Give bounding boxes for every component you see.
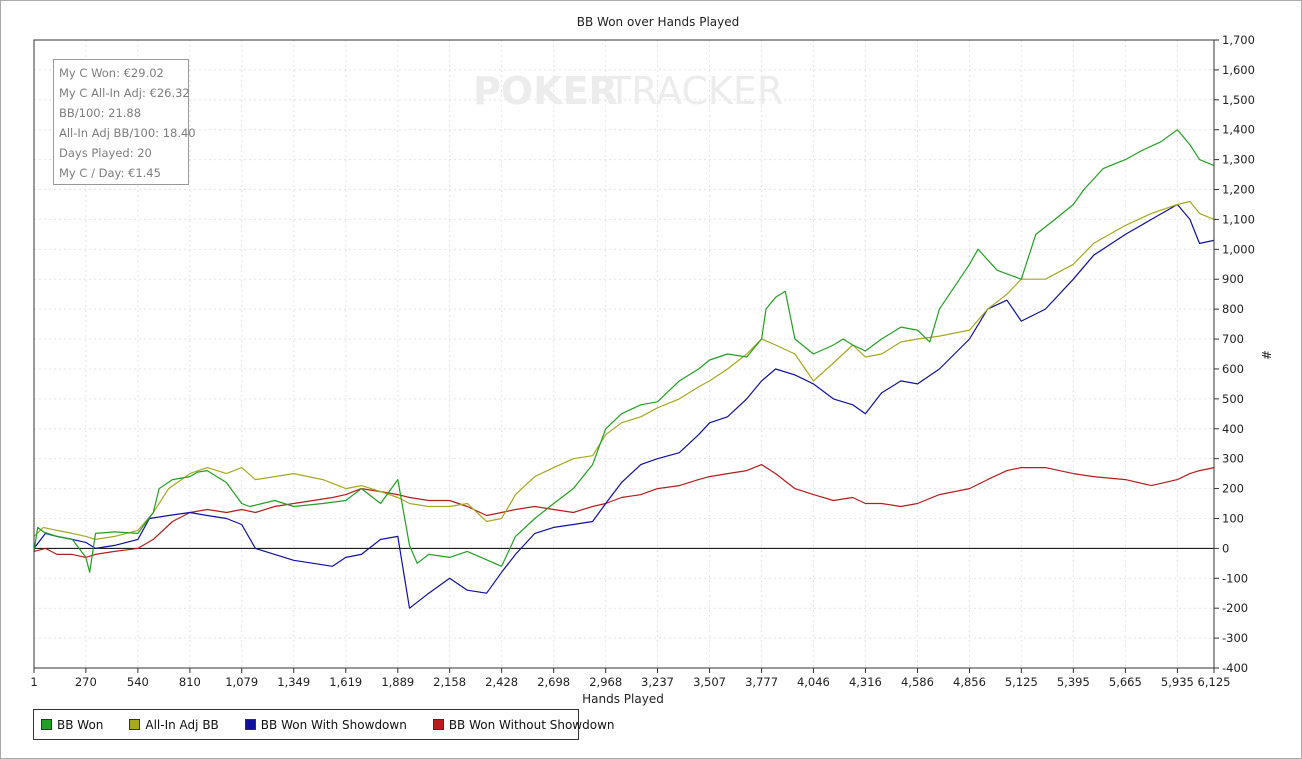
x-tick-label: 2,968 [589,675,622,689]
y-tick-label: 1,200 [1222,183,1255,197]
x-tick-label: 1,889 [381,675,414,689]
x-tick-label: 1,349 [277,675,310,689]
y-tick-label: 100 [1222,511,1244,525]
y-tick-label: 1,000 [1222,242,1255,256]
legend: BB Won All-In Adj BB BB Won With Showdown B… [33,709,615,740]
legend-swatch [244,719,256,730]
x-tick-label: 3,237 [641,675,674,689]
x-tick-label: 6,125 [1198,675,1231,689]
x-tick-label: 2,158 [433,675,466,689]
x-axis-label: Hands Played [582,692,664,706]
stat-bb100: BB/100: 21.88 [59,106,142,120]
legend-item[interactable]: BB Won With Showdown [244,717,407,732]
y-axis: -400 -300 -200 -100 0 100 200 300 400 500 600 700 80… [1214,33,1255,675]
y-tick-label: 1,700 [1222,33,1255,47]
watermark-left: POKER [473,69,618,113]
legend-item[interactable]: BB Won [41,718,103,732]
watermark-right: TRACKER [607,69,783,113]
x-tick-label: 4,316 [849,675,882,689]
y-tick-label: 1,300 [1222,153,1255,167]
y-tick-label: 1,100 [1222,212,1255,226]
stat-allin-bb100: All-In Adj BB/100: 18.40 [59,126,196,140]
x-tick-label: 2,698 [537,675,570,689]
x-tick-label: 3,777 [745,675,778,689]
x-tick-label: 810 [179,675,201,689]
y-tick-label: -200 [1222,601,1248,615]
y-tick-label: 700 [1222,332,1244,346]
legend-swatch [41,719,52,730]
y-tick-label: 1,500 [1222,93,1255,107]
stat-allin-adj: My C All-In Adj: €26.32 [59,86,190,100]
y-axis-label: # [1259,350,1273,360]
x-tick-label: 540 [127,675,149,689]
x-tick-label: 1 [30,675,37,689]
series-line-bb-won [33,129,1215,573]
x-tick-label: 3,507 [693,675,726,689]
y-tick-label: 0 [1222,541,1229,555]
x-tick-label: 2,428 [485,675,518,689]
stat-per-day: My C / Day: €1.45 [59,166,161,180]
plot-area [33,39,1215,669]
legend-swatch [129,719,141,730]
y-tick-label: -400 [1222,661,1248,675]
y-tick-label: 200 [1222,482,1244,496]
series-line-bb-won-with-showdown [33,203,1215,609]
x-tick-label: 5,935 [1161,675,1194,689]
y-tick-label: 400 [1222,422,1244,436]
plot-border [33,39,1215,669]
y-tick-label: 600 [1222,362,1244,376]
series-line-bb-won-without-showdown [33,464,1215,559]
legend-item[interactable]: All-In Adj BB [129,717,219,732]
legend-label: All-In Adj BB [145,717,219,732]
legend-item[interactable]: BB Won Without Showdown [432,717,615,732]
series-lines [33,129,1215,609]
stat-days-played: Days Played: 20 [59,146,152,160]
y-tick-label: 500 [1222,392,1244,406]
grid [33,39,1215,669]
pokertracker-watermark: POKER TRACKER [473,69,783,113]
x-tick-label: 4,856 [953,675,986,689]
legend-label: BB Won Without Showdown [448,717,615,732]
y-tick-label: 1,400 [1222,123,1255,137]
y-tick-label: 300 [1222,452,1244,466]
x-tick-label: 1,079 [225,675,258,689]
y-tick-label: -100 [1222,571,1248,585]
x-tick-label: 5,665 [1109,675,1142,689]
legend-label: BB Won [57,717,104,732]
y-tick-label: -300 [1222,631,1248,645]
x-tick-label: 4,586 [901,675,934,689]
chart-title: BB Won over Hands Played [577,15,739,29]
y-tick-label: 800 [1222,302,1244,316]
x-tick-label: 270 [75,675,97,689]
y-tick-label: 900 [1222,272,1244,286]
legend-label: BB Won With Showdown [260,717,407,732]
x-tick-label: 1,619 [329,675,362,689]
stats-box: My C Won: €29.02 My C All-In Adj: €26.32… [53,59,196,185]
legend-swatch [432,719,444,730]
stat-won: My C Won: €29.02 [59,66,164,80]
x-tick-label: 5,395 [1057,675,1090,689]
x-tick-label: 4,046 [797,675,830,689]
y-tick-label: 1,600 [1222,63,1255,77]
x-tick-label: 5,125 [1005,675,1038,689]
x-axis: 1 270 540 810 1,079 1,349 1,619 1,889 2,158 2,428… [30,668,1230,689]
